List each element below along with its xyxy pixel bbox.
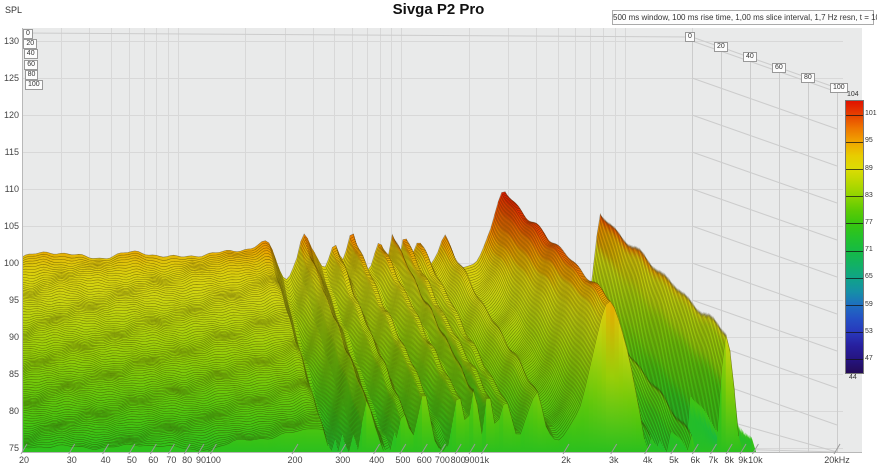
freq-tick-label: 3k — [608, 455, 619, 465]
colorbar-tick — [846, 196, 863, 198]
spl-tick-label: 90 — [8, 331, 19, 342]
freq-tick-label: 5k — [669, 455, 679, 465]
time-tick-label-left: 80 — [24, 69, 39, 80]
measurement-settings-annotation: 500 ms window, 100 ms rise time, 1,00 ms… — [612, 10, 877, 25]
colorbar-tick-label: 65 — [865, 273, 873, 281]
spl-tick-label: 95 — [8, 294, 19, 305]
freq-tick-label: 8k — [724, 455, 734, 465]
freq-tick-label: 70 — [166, 455, 177, 465]
freq-tick-label: 4k — [642, 455, 653, 465]
freq-tick-label: 60 — [148, 455, 159, 465]
spl-tick-label: 105 — [3, 220, 19, 231]
freq-tick-label: 50 — [126, 455, 137, 465]
freq-tick-label: 6k — [690, 455, 701, 465]
spl-tick-label: 85 — [8, 368, 19, 379]
freq-tick-label: 1k — [479, 455, 490, 465]
colorbar-tick — [846, 223, 863, 225]
time-tick-label-right: 80 — [801, 72, 815, 83]
time-tick-label-right: 0 — [685, 32, 695, 42]
freq-tick-label: 40 — [100, 455, 111, 465]
time-tick-label-right: 60 — [772, 62, 786, 73]
freq-tick-label: 800 — [450, 455, 466, 465]
freq-tick-label: 7k — [708, 455, 719, 465]
spl-tick-label: 120 — [3, 109, 19, 120]
freq-tick-label: 9k — [738, 455, 748, 465]
colorbar-tick-label: 71 — [865, 246, 873, 254]
colorbar-tick — [846, 141, 863, 143]
colorbar-tick — [846, 169, 863, 170]
colorbar-tick-label: 59 — [865, 300, 873, 308]
freq-tick-label: 300 — [335, 455, 351, 465]
time-tick-label-left: 100 — [25, 80, 43, 90]
freq-tick-label: 90 — [196, 455, 207, 465]
colorbar-tick — [846, 277, 863, 279]
colorbar-max-label: 104 — [847, 91, 859, 98]
spl-tick-label: 125 — [3, 72, 19, 83]
spl-tick-label: 75 — [8, 442, 19, 453]
colorbar-tick-label: 95 — [865, 137, 873, 145]
time-tick-label-left: 40 — [23, 49, 38, 60]
spl-tick-label: 100 — [3, 257, 19, 268]
spl-tick-label: 80 — [8, 405, 19, 416]
time-tick-label-right: 40 — [743, 52, 757, 63]
colorbar-tick-label: 53 — [865, 327, 873, 335]
spl-tick-label: 130 — [3, 35, 19, 46]
freq-tick-label: 30 — [66, 455, 77, 465]
freq-tick-label: 100 — [205, 455, 221, 465]
spl-axis-corner-label: SPL — [5, 5, 23, 15]
time-tick-label-right: 100 — [830, 83, 848, 93]
plot-title: Sivga P2 Pro — [392, 1, 485, 18]
colorbar-tick — [846, 332, 863, 334]
freq-tick-label: 900 — [464, 455, 480, 465]
freq-tick-label: 200 — [287, 455, 303, 465]
freq-tick-label: 80 — [182, 455, 193, 465]
colorbar-tick — [846, 114, 863, 116]
colorbar-tick — [846, 305, 863, 306]
freq-tick-label: 10k — [748, 455, 763, 465]
time-tick-label-right: 20 — [714, 42, 728, 53]
freq-tick-label: 2k — [561, 455, 571, 465]
colorbar-tick-label: 89 — [865, 164, 873, 172]
time-tick-label-left: 20 — [23, 39, 38, 50]
freq-tick-label: 20kHz — [824, 455, 850, 465]
spl-tick-label: 110 — [4, 183, 19, 194]
colorbar-min-label: 44 — [849, 374, 857, 381]
freq-tick-label: 600 — [416, 455, 432, 465]
time-tick-label-left: 60 — [24, 59, 38, 70]
freq-tick-label: 20 — [18, 455, 30, 465]
spl-colorbar — [845, 100, 864, 374]
colorbar-tick-label: 77 — [865, 218, 873, 226]
spl-tick-label: 115 — [4, 146, 19, 157]
colorbar-tick-label: 83 — [865, 191, 873, 199]
colorbar-tick — [846, 250, 863, 252]
colorbar-tick — [846, 359, 863, 361]
colorbar-tick-label: 47 — [865, 354, 873, 362]
freq-tick-label: 400 — [369, 455, 385, 465]
time-tick-label-left: 0 — [23, 29, 33, 39]
colorbar-tick-label: 101 — [865, 110, 877, 118]
freq-tick-label: 500 — [395, 455, 411, 465]
freq-tick-label: 700 — [434, 455, 450, 465]
